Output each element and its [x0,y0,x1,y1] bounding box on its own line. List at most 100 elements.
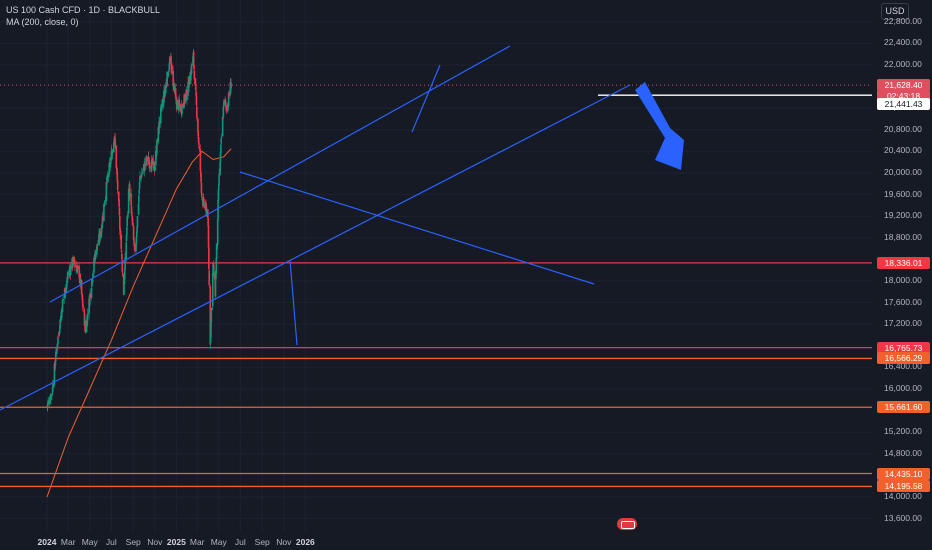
time-label: 2024 [37,537,57,547]
candle-body [159,107,162,123]
candle-body [158,121,160,134]
candle-body [58,330,61,333]
candle-body [101,216,104,225]
time-label: Sep [254,537,270,547]
candle-body [138,189,141,194]
candle-body [105,182,108,184]
candle-body [140,175,143,178]
candle-body [197,131,200,137]
candle-body [99,235,102,239]
candle-body [158,121,161,124]
candle-body [193,64,195,69]
candle-body [146,157,148,162]
candle-body [126,216,129,227]
candle-body [183,95,186,103]
candle-body [215,272,217,280]
candle-body [133,244,136,249]
time-label: Jul [234,537,246,547]
candle-body [190,64,193,74]
candle-body [197,137,200,143]
candle-body [49,402,51,404]
candle-body [125,235,128,241]
candle-body [47,400,50,403]
candle-body [81,293,83,295]
trendline-drawings[interactable] [0,45,684,411]
price-tick-label: 20,000.00 [884,167,922,177]
economic-events-icon[interactable] [617,518,637,530]
candle-body [156,140,158,153]
candle-body [133,238,135,242]
channel-upper-trendline [49,45,511,303]
candle-body [104,200,106,204]
candle-body [155,152,158,156]
candle-body [128,184,131,197]
candle-body [172,70,174,86]
candle-body [170,56,172,63]
candle-body [79,273,82,286]
descending-trendline [239,171,595,285]
candle-body [50,394,52,401]
candle-body [72,257,74,266]
candle-body [82,304,84,309]
candle-body [120,234,123,250]
candle-body [56,346,59,348]
candle-body [192,51,195,65]
candle-body [113,142,115,144]
candle-body [131,218,134,226]
candle-body [168,61,171,64]
candle-body [135,242,137,251]
candle-body [171,65,173,70]
candle-body [69,265,72,276]
price-axis[interactable]: 22,800.0022,400.0022,000.0021,200.0020,8… [872,0,932,532]
candle-body [189,78,192,85]
candle-body [202,197,205,199]
time-axis[interactable]: 2024 Mar May Jul Sep Nov 2025 Mar May Jul Sep Nov 20… [0,532,872,550]
candle-body [143,163,146,172]
candle-body [200,182,203,194]
candle-body [194,86,197,91]
candle-body [131,215,133,218]
indicator-label[interactable]: MA (200, close, 0) [6,17,79,27]
candle-body [132,225,135,240]
candle-body [83,308,85,313]
candle-body [209,286,212,345]
time-label: Sep [125,537,141,547]
candle-body [191,65,193,66]
candle-body [149,166,151,168]
chart-grid [0,0,872,532]
candle-body [104,200,107,202]
price-tag: 14,195.58 [877,480,930,493]
candle-body [197,118,199,133]
price-tick-label: 18,000.00 [884,275,922,285]
candle-body [137,203,140,215]
candle-body [213,265,215,275]
candle-body [108,163,110,175]
candle-body [136,226,138,233]
candle-body [226,110,229,112]
candle-body [81,294,84,300]
candle-body [81,298,84,306]
symbol-title[interactable]: US 100 Cash CFD · 1D · BLACKBULL [6,5,161,15]
candle-body [96,244,98,250]
candle-body [141,172,144,174]
candle-body [74,266,77,268]
candle-body [156,141,159,143]
candle-body [220,138,223,144]
candle-body [89,293,92,298]
candles [46,49,232,412]
candle-body [109,161,112,168]
candle-body [65,281,68,288]
candle-body [91,278,94,283]
candle-body [55,351,57,362]
price-tick-label: 16,400.00 [884,361,922,372]
currency-button[interactable]: USD [881,3,909,20]
candle-body [138,195,140,203]
candle-body [208,247,210,270]
price-tick-label: 22,400.00 [884,37,922,48]
candle-body [77,265,79,268]
candle-body [92,273,94,278]
candle-body [114,135,116,138]
time-label: Nov [147,537,163,547]
candle-body [188,77,191,84]
